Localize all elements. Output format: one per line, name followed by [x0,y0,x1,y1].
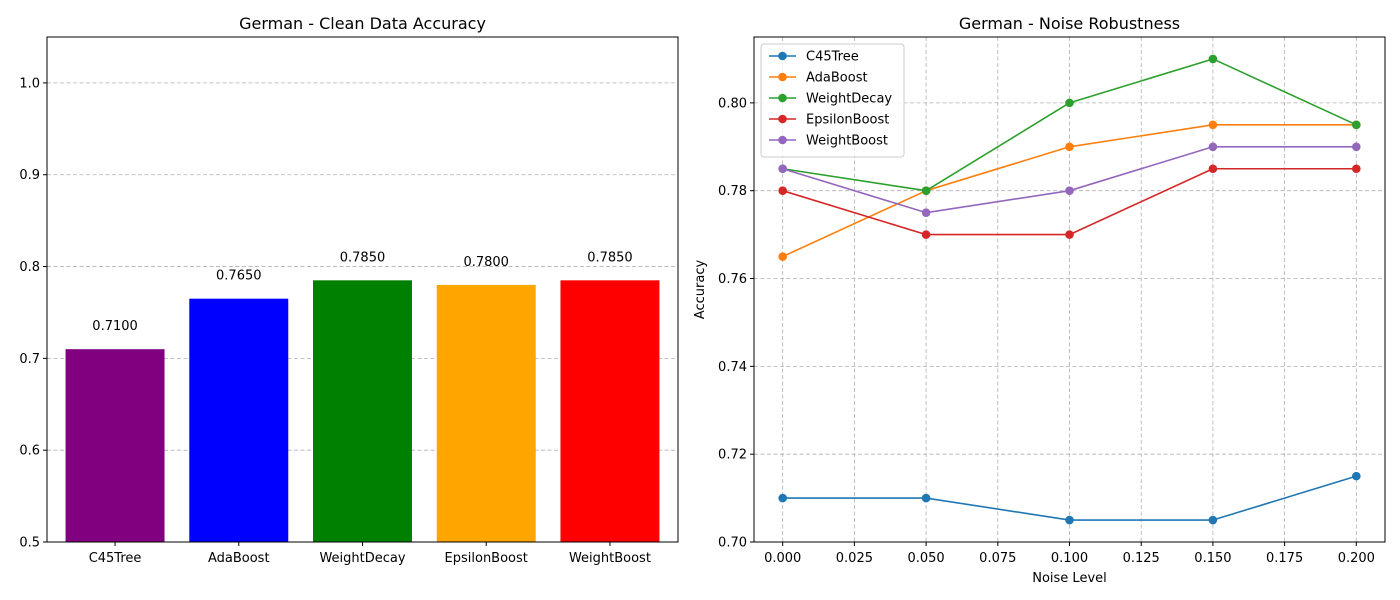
data-point [1208,120,1218,130]
line-series [778,54,1361,525]
bar-value-label: 0.7850 [587,250,633,265]
data-point [778,186,787,195]
line-x-tick-label: 0.100 [1051,551,1088,566]
bar-y-tick-label: 1.0 [19,76,40,91]
legend-entry: WeightDecay [769,92,892,107]
line-y-axis-label: Accuracy [693,260,708,320]
data-point [1352,120,1361,130]
bar-y-tick-label: 0.7 [19,352,40,367]
legend-entry: EpsilonBoost [769,113,889,128]
line-y-tick-label: 0.74 [718,360,747,375]
bar [65,349,165,542]
bar [560,280,660,542]
legend-entry: C45Tree [769,50,859,65]
line-x-axis-label: Noise Level [1032,571,1107,586]
bar-x-tick-label: AdaBoost [208,551,270,566]
line-x-ticks: 0.000 0.025 0.050 0.075 0.100 0.125 0.150 0.175… [764,542,1375,566]
data-point [1065,98,1074,108]
line-y-ticks: 0.70 0.72 0.74 0.76 0.78 0.80 [718,96,754,551]
legend-marker [778,135,787,145]
series-weightboost [778,142,1361,217]
data-point [921,208,931,217]
bar-value-label: 0.7800 [463,255,509,270]
bar-chart-title: German - Clean Data Accuracy [239,14,486,33]
legend-marker [778,93,787,103]
data-point [1065,230,1074,239]
data-point [921,186,931,195]
legend-label: WeightBoost [806,134,888,149]
line-chart-title: German - Noise Robustness [959,14,1180,33]
data-point [778,493,787,503]
bar-value-label: 0.7100 [92,319,138,334]
series-epsilonboost [778,164,1361,239]
data-point [1065,515,1074,525]
bar-value-label: 0.7650 [216,269,262,284]
data-point [1208,54,1218,64]
line-x-tick-label: 0.150 [1194,551,1231,566]
legend-label: C45Tree [806,50,859,65]
bar [436,284,536,542]
line-y-tick-label: 0.70 [718,536,747,551]
data-point [921,493,931,503]
line-y-tick-label: 0.76 [718,272,747,287]
bar-y-ticks: 0.5 0.6 0.7 0.8 0.9 1.0 [19,76,47,551]
legend-marker [778,51,787,61]
series-c45tree [778,471,1361,525]
line-chart: 0.70 0.72 0.74 0.76 0.78 0.80 0.000 0.025 0.050… [693,14,1386,586]
legend-frame [760,43,905,158]
bar [313,280,412,542]
line-y-tick-label: 0.78 [718,184,747,199]
data-point [1352,142,1361,152]
legend-label: WeightDecay [806,92,892,107]
line-x-tick-label: 0.000 [764,551,801,566]
bar-y-tick-label: 0.9 [19,168,40,183]
bar-y-tick-label: 0.8 [19,260,40,275]
bar-x-tick-label: WeightBoost [569,551,651,566]
line-x-tick-label: 0.075 [979,551,1016,566]
data-point [1208,164,1218,174]
data-point [1352,471,1361,481]
data-point [778,252,787,261]
legend-label: EpsilonBoost [806,113,889,128]
bar-series [65,280,660,542]
legend-marker [778,72,787,82]
data-point [1065,186,1074,195]
line-x-tick-label: 0.200 [1338,551,1375,566]
line-y-tick-label: 0.80 [718,96,747,111]
data-point [921,230,931,239]
legend: C45Tree AdaBoost WeightDecay EpsilonBoost We… [760,43,905,158]
bar-x-ticks: C45Tree AdaBoost WeightDecay EpsilonBoost We… [89,542,651,566]
data-point [1208,142,1218,152]
bar-x-tick-label: C45Tree [89,551,142,566]
line-y-tick-label: 0.72 [718,448,747,463]
legend-entry: WeightBoost [769,134,888,149]
bar-value-labels: 0.7100 0.7650 0.7850 0.7800 0.7850 [92,250,632,334]
line-x-tick-label: 0.050 [907,551,944,566]
bar-x-tick-label: EpsilonBoost [445,551,528,566]
bar-chart: 0.7100 0.7650 0.7850 0.7800 0.7850 0.5 0.6 0.7… [19,14,679,566]
bar-x-tick-label: WeightDecay [319,551,405,566]
bar-y-tick-label: 0.6 [19,444,40,459]
legend-entry: AdaBoost [769,71,868,86]
line-x-tick-label: 0.025 [836,551,873,566]
data-point [778,164,787,174]
legend-marker [778,114,787,124]
data-point [1208,515,1218,525]
line-x-tick-label: 0.175 [1266,551,1303,566]
bar-value-label: 0.7850 [340,250,386,265]
data-point [1065,142,1074,152]
line-x-tick-label: 0.125 [1123,551,1160,566]
bar-y-tick-label: 0.5 [19,536,40,551]
bar [189,298,289,542]
data-point [1352,164,1361,174]
legend-label: AdaBoost [806,71,868,86]
